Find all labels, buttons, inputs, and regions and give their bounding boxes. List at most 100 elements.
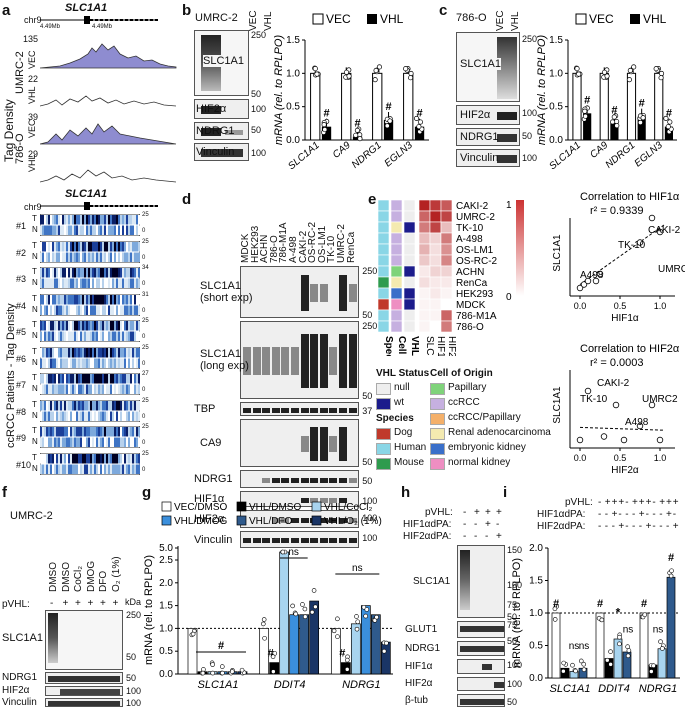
cell-expression (418, 309, 431, 322)
y-tick-label: 0.0 (286, 135, 300, 146)
patient-id-label: #3 (16, 274, 27, 284)
header-sign-h: - (474, 531, 478, 542)
cell-species (377, 199, 390, 212)
heatmap-e: CAKI-2UMRC-2TK-10A-498OS-LM1OS-RC-2ACHNR… (377, 199, 524, 356)
lane-label-f: DMSO (60, 562, 72, 592)
header-sign-i: - (659, 521, 663, 532)
x-tick-label: NDRG1 (342, 679, 381, 691)
blot-f-slc1a1 (45, 610, 123, 670)
legend-text: ccRCC (448, 397, 480, 408)
cell-expression (440, 320, 453, 333)
patient-id-label: #9 (16, 433, 27, 443)
sig-marker: # (641, 598, 647, 610)
blot-d-row (240, 470, 360, 488)
track-label-3: VEC (27, 119, 37, 138)
data-point (353, 132, 359, 138)
panel-letter-g: g (142, 484, 152, 501)
cell-label-f: UMRC-2 (10, 510, 53, 522)
data-point (658, 75, 664, 81)
patient-heat-strip (40, 293, 140, 316)
patient-max-label: 25 (142, 238, 149, 245)
patient-heat-strip (40, 452, 140, 475)
point-label: UMRC2 (658, 264, 685, 275)
data-point (581, 661, 587, 667)
blot-label-d: (long exp) (200, 360, 249, 372)
band (300, 538, 309, 543)
sig-marker: # (597, 598, 603, 610)
blot-f-vinculin (45, 698, 123, 707)
band (319, 477, 328, 483)
cell-species (377, 254, 390, 267)
header-sign-i: + (672, 521, 679, 532)
data-point (344, 667, 350, 672)
mw-b-4: 50 (251, 125, 262, 135)
header-sign-i: + (604, 497, 611, 508)
mw-f-2: 50 (126, 652, 137, 662)
row-n-label: N (32, 463, 38, 473)
row-label-e: CAKI-2 (456, 201, 489, 212)
header-label-h: HIF1αdPA: (403, 519, 452, 530)
patient-heat-strip (40, 214, 140, 236)
header-sign-i: - (611, 521, 615, 532)
ns-label: ns (579, 641, 590, 652)
header-sign-h: - (463, 507, 467, 518)
legend-swatch (376, 428, 391, 440)
cell-expression (440, 232, 453, 245)
blot-label-c-vinculin: Vinculin (460, 152, 499, 164)
band (252, 538, 261, 543)
mw-h: 100 (507, 580, 523, 590)
band (291, 538, 300, 543)
data-point (581, 667, 587, 672)
data-point (625, 653, 631, 659)
header-sign-i: - (598, 521, 602, 532)
patient-heat-strip (40, 320, 140, 342)
data-point (262, 635, 267, 641)
legend-text: Mouse (394, 457, 425, 468)
band (339, 497, 348, 503)
star-marker: * (616, 605, 621, 619)
cell-expression (440, 221, 453, 234)
y-tick-label: 1.5 (286, 35, 300, 46)
mw-f-3: 50 (126, 673, 137, 683)
blot-label-d: HIF2α (194, 513, 225, 525)
scatter-point (600, 433, 608, 440)
blot-h-row (457, 677, 505, 691)
cell-origin (390, 243, 403, 256)
data-point (357, 136, 363, 142)
y-tick-label: 2.0 (529, 543, 543, 554)
band (329, 347, 338, 375)
scatter-point (580, 281, 588, 288)
band (460, 550, 470, 610)
blot-c-hif2a (456, 105, 520, 125)
row-label-e: 786-O (456, 322, 484, 333)
cell-expression (418, 210, 431, 223)
lane-c-vhl: VHL (510, 11, 521, 31)
cell-expression (440, 265, 453, 278)
data-point (312, 66, 318, 72)
row-n-label: N (32, 410, 38, 420)
cell-expression (440, 199, 453, 212)
band (339, 517, 348, 523)
patient-id-label: #4 (16, 300, 27, 311)
data-point (293, 611, 299, 617)
legend-text-vhl: VHL (643, 12, 667, 26)
cell-expression (440, 276, 453, 289)
header-label-i: HIF1αdPA: (537, 509, 586, 520)
band (319, 517, 328, 523)
mw-d: 50 (362, 476, 373, 486)
band (329, 477, 338, 483)
data-point (611, 114, 617, 120)
header-sign-i: - (652, 521, 656, 532)
row-t-label: T (32, 346, 37, 356)
x-tick-label: 1.0 (654, 453, 667, 463)
mw-h: 150 (507, 545, 523, 555)
coord-label-2: 4.49Mb (92, 24, 113, 30)
cell-species (377, 210, 390, 223)
data-point (384, 640, 389, 646)
cell-origin (390, 298, 403, 311)
data-point (642, 612, 648, 618)
row-label-e: A-498 (456, 234, 483, 245)
data-point (582, 108, 588, 114)
band (339, 274, 348, 312)
cell-origin (390, 265, 403, 278)
